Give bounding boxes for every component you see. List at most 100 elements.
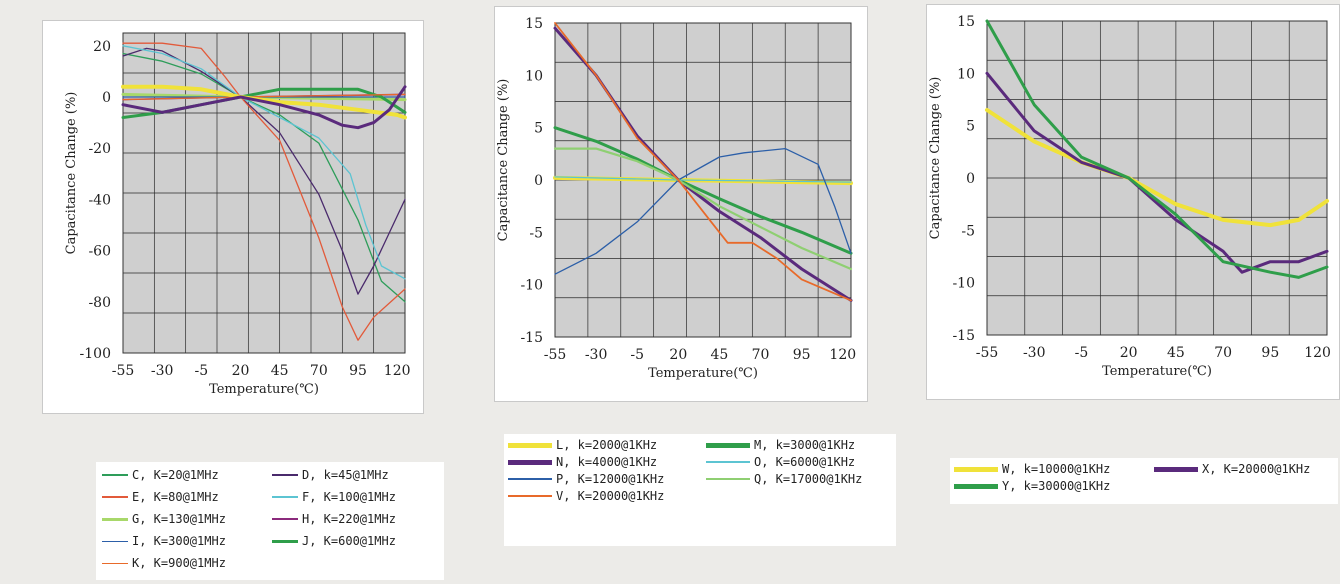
legend-item: L, k=2000@1KHz bbox=[508, 438, 657, 452]
series-line-1 bbox=[122, 52, 406, 303]
y-tick-label: 10 bbox=[525, 68, 543, 84]
y-tick-label: 15 bbox=[957, 14, 975, 30]
legend-item: Y, k=30000@1KHz bbox=[954, 479, 1110, 493]
chart-3: -55 -30 -5 20 45 70 95 120 15 10 5 0 -5 -10 -15 Tempera… bbox=[928, 14, 1331, 379]
y-tick-label: 5 bbox=[534, 121, 543, 137]
x-tick-label: 20 bbox=[1120, 345, 1138, 361]
chart-panel-1: -55 -30 -5 20 45 70 95 120 20 0 -20 -40 -60 -80 -100 Te… bbox=[42, 20, 424, 414]
legend-swatch bbox=[102, 496, 128, 498]
series-line-2 bbox=[122, 47, 406, 295]
legend-label: H, K=220@1MHz bbox=[302, 512, 396, 527]
legend-swatch bbox=[508, 459, 552, 465]
series-line-5 bbox=[554, 147, 852, 275]
legend-item: D, k=45@1MHz bbox=[272, 468, 389, 482]
legend-swatch bbox=[102, 474, 128, 476]
plot-frame bbox=[986, 20, 1328, 336]
legend-label: J, K=600@1MHz bbox=[302, 534, 396, 549]
y-tick-label: -10 bbox=[520, 278, 543, 294]
x-axis-label: Temperature(℃) bbox=[648, 366, 758, 381]
legend-label: Q, K=17000@1KHz bbox=[754, 472, 863, 486]
legend-label: C, K=20@1MHz bbox=[132, 468, 219, 482]
legend-label: X, K=20000@1KHz bbox=[1202, 462, 1311, 476]
legend-label: O, K=6000@1KHz bbox=[754, 455, 856, 469]
legend-item: X, K=20000@1KHz bbox=[1154, 462, 1310, 476]
series-line-1 bbox=[985, 108, 1329, 228]
x-tick-label: 70 bbox=[1214, 345, 1232, 361]
series-line-4 bbox=[122, 45, 406, 280]
legend-swatch bbox=[706, 461, 750, 463]
legend-label: Y, k=30000@1KHz bbox=[1002, 479, 1111, 493]
x-tick-label: 20 bbox=[669, 347, 687, 363]
y-tick-label: -80 bbox=[88, 295, 111, 311]
legend-label: E, K=80@1MHz bbox=[132, 490, 219, 505]
y-tick-label: -20 bbox=[88, 141, 111, 157]
x-tick-label: 45 bbox=[1167, 345, 1185, 361]
chart-panel-2: -55 -30 -5 20 45 70 95 120 15 10 5 0 -5 -10 -15 Tempera… bbox=[494, 6, 868, 402]
y-tick-label: 15 bbox=[525, 16, 543, 32]
y-axis-label: Capacitance Change (%) bbox=[64, 92, 79, 255]
y-tick-label: -10 bbox=[952, 276, 975, 292]
legend-swatch bbox=[102, 540, 128, 543]
x-tick-label: -5 bbox=[1075, 345, 1089, 361]
legend-swatch bbox=[508, 495, 552, 497]
y-tick-label: 5 bbox=[966, 119, 975, 135]
legend-swatch bbox=[508, 442, 552, 448]
x-axis-label: Temperature(℃) bbox=[209, 382, 319, 397]
legend-label: L, k=2000@1KHz bbox=[556, 438, 658, 452]
x-tick-label: 120 bbox=[1304, 345, 1331, 361]
x-tick-label: -55 bbox=[112, 363, 135, 379]
legend-item: Q, K=17000@1KHz bbox=[706, 472, 862, 486]
legend-label: P, K=12000@1KHz bbox=[556, 472, 665, 486]
legend-label: K, K=900@1MHz bbox=[132, 556, 226, 571]
legend-swatch bbox=[508, 478, 552, 480]
x-tick-label: -30 bbox=[585, 347, 608, 363]
legend-item: P, K=12000@1KHz bbox=[508, 472, 664, 486]
x-tick-label: 95 bbox=[793, 347, 811, 363]
series-line-11 bbox=[121, 85, 407, 130]
x-tick-label: 45 bbox=[711, 347, 729, 363]
y-tick-label: -15 bbox=[520, 330, 543, 346]
chart-2: -55 -30 -5 20 45 70 95 120 15 10 5 0 -5 -10 -15 Tempera… bbox=[496, 16, 856, 381]
series-line-7 bbox=[554, 22, 852, 302]
legend-1: C, K=20@1MHz D, k=45@1MHz E, K=80@1MHz F, K… bbox=[96, 462, 444, 580]
y-axis-label: Capacitance Change (%) bbox=[496, 79, 511, 242]
legend-item: H, K=220@1MHz bbox=[272, 512, 396, 526]
legend-item: V, K=20000@1KHz bbox=[508, 489, 664, 503]
legend-swatch bbox=[272, 539, 298, 543]
legend-item: O, K=6000@1KHz bbox=[706, 455, 855, 469]
y-tick-label: -40 bbox=[88, 192, 111, 208]
legend-swatch bbox=[706, 442, 750, 448]
legend-item: M, k=3000@1KHz bbox=[706, 438, 855, 452]
legend-item: W, k=10000@1KHz bbox=[954, 462, 1110, 476]
x-tick-label: 120 bbox=[384, 363, 411, 379]
plot-frame bbox=[122, 32, 406, 354]
y-tick-label: -15 bbox=[952, 328, 975, 344]
legend-item: K, K=900@1MHz bbox=[102, 556, 226, 570]
chart-panel-3: -55 -30 -5 20 45 70 95 120 15 10 5 0 -5 -10 -15 Tempera… bbox=[926, 4, 1340, 400]
legend-label: M, k=3000@1KHz bbox=[754, 438, 856, 452]
y-tick-label: -60 bbox=[88, 244, 111, 260]
legend-swatch bbox=[102, 562, 128, 565]
x-axis-label: Temperature(℃) bbox=[1102, 364, 1212, 379]
y-tick-label: 20 bbox=[93, 39, 111, 55]
legend-swatch bbox=[954, 466, 998, 472]
y-tick-label: -5 bbox=[529, 225, 543, 241]
x-tick-label: 95 bbox=[1261, 345, 1279, 361]
legend-swatch bbox=[102, 517, 128, 521]
legend-label: I, K=300@1MHz bbox=[132, 534, 226, 549]
x-tick-label: -5 bbox=[630, 347, 644, 363]
x-tick-label: -5 bbox=[195, 363, 209, 379]
y-tick-label: -5 bbox=[961, 223, 975, 239]
legend-3: W, k=10000@1KHz X, K=20000@1KHz Y, k=30000… bbox=[950, 458, 1338, 504]
y-tick-label: 0 bbox=[966, 171, 975, 187]
legend-item: C, K=20@1MHz bbox=[102, 468, 219, 482]
x-tick-label: 20 bbox=[232, 363, 250, 379]
legend-swatch bbox=[954, 483, 998, 489]
x-tick-label: -55 bbox=[976, 345, 999, 361]
y-tick-label: -100 bbox=[80, 346, 111, 362]
legend-item: F, K=100@1MHz bbox=[272, 490, 396, 504]
legend-item: I, K=300@1MHz bbox=[102, 534, 226, 548]
x-tick-label: 70 bbox=[310, 363, 328, 379]
legend-swatch bbox=[272, 496, 298, 498]
legend-swatch bbox=[272, 518, 298, 521]
